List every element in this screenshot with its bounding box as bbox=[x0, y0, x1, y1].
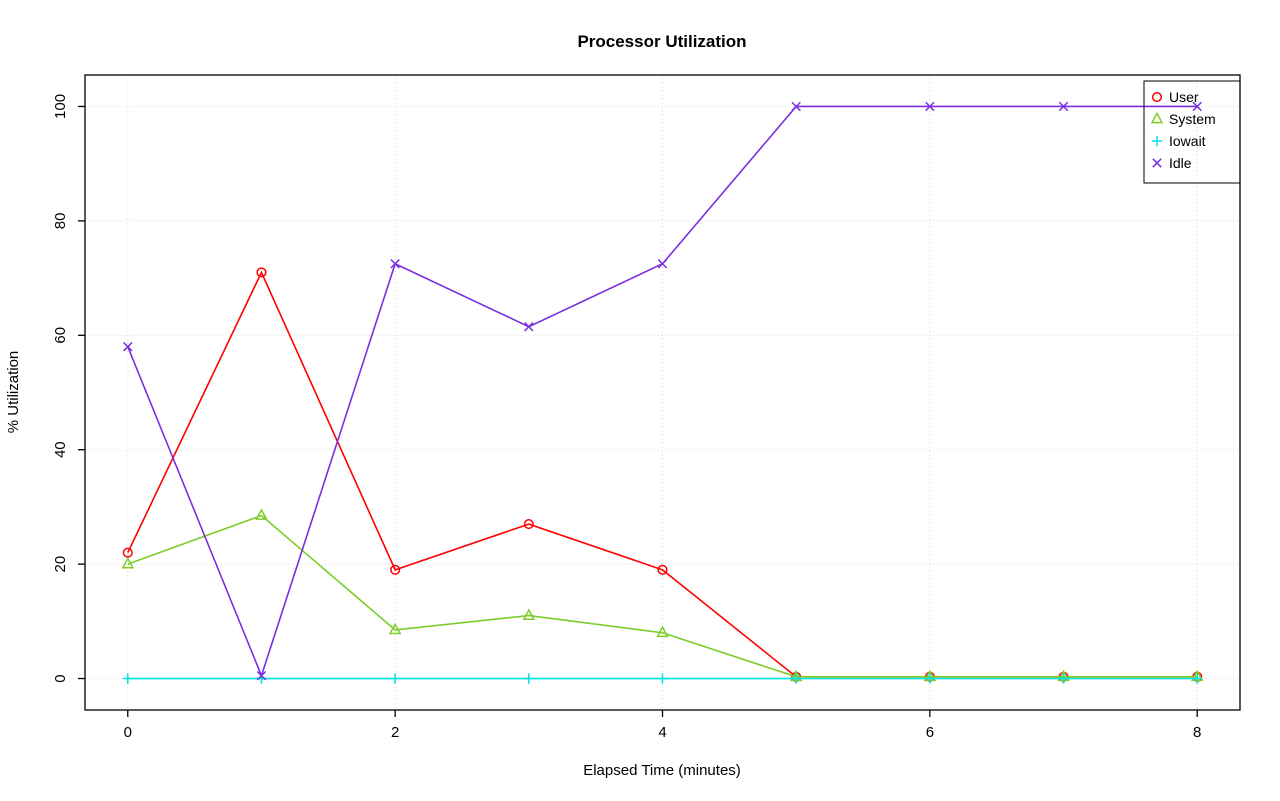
y-tick-label: 0 bbox=[52, 674, 69, 682]
plot-border bbox=[84, 74, 1241, 711]
x-tick-label: 2 bbox=[391, 724, 399, 741]
series-iowait bbox=[122, 673, 1203, 684]
x-axis-label: Elapsed Time (minutes) bbox=[583, 762, 741, 779]
x-tick-label: 0 bbox=[124, 724, 132, 741]
y-tick-label: 100 bbox=[52, 94, 69, 119]
legend-label: System bbox=[1169, 111, 1216, 127]
legend-label: User bbox=[1169, 89, 1199, 105]
legend-entry-system: System bbox=[1150, 111, 1216, 127]
gridlines bbox=[85, 75, 1240, 710]
series-idle bbox=[123, 101, 1202, 681]
legend-entry-idle: Idle bbox=[1152, 155, 1192, 171]
x-tick-label: 6 bbox=[926, 724, 934, 741]
x-tick-label: 8 bbox=[1193, 724, 1201, 741]
legend: User System Iowait Idle bbox=[1143, 80, 1241, 184]
legend-box bbox=[1143, 80, 1241, 184]
series-user-line bbox=[127, 270, 1198, 678]
legend-entry-user: User bbox=[1151, 89, 1199, 105]
y-axis-label: % Utilization bbox=[5, 351, 22, 434]
y-tick-label: 60 bbox=[52, 327, 69, 344]
legend-entry-iowait: Iowait bbox=[1151, 133, 1206, 149]
y-tick-label: 20 bbox=[52, 556, 69, 573]
x-tick-label: 4 bbox=[658, 724, 666, 741]
legend-label: Iowait bbox=[1169, 133, 1206, 149]
y-tick-label: 80 bbox=[52, 213, 69, 230]
y-tick-label: 40 bbox=[52, 441, 69, 458]
chart-title: Processor Utilization bbox=[577, 32, 746, 51]
legend-label: Idle bbox=[1169, 155, 1192, 171]
series-system-line bbox=[127, 514, 1198, 678]
